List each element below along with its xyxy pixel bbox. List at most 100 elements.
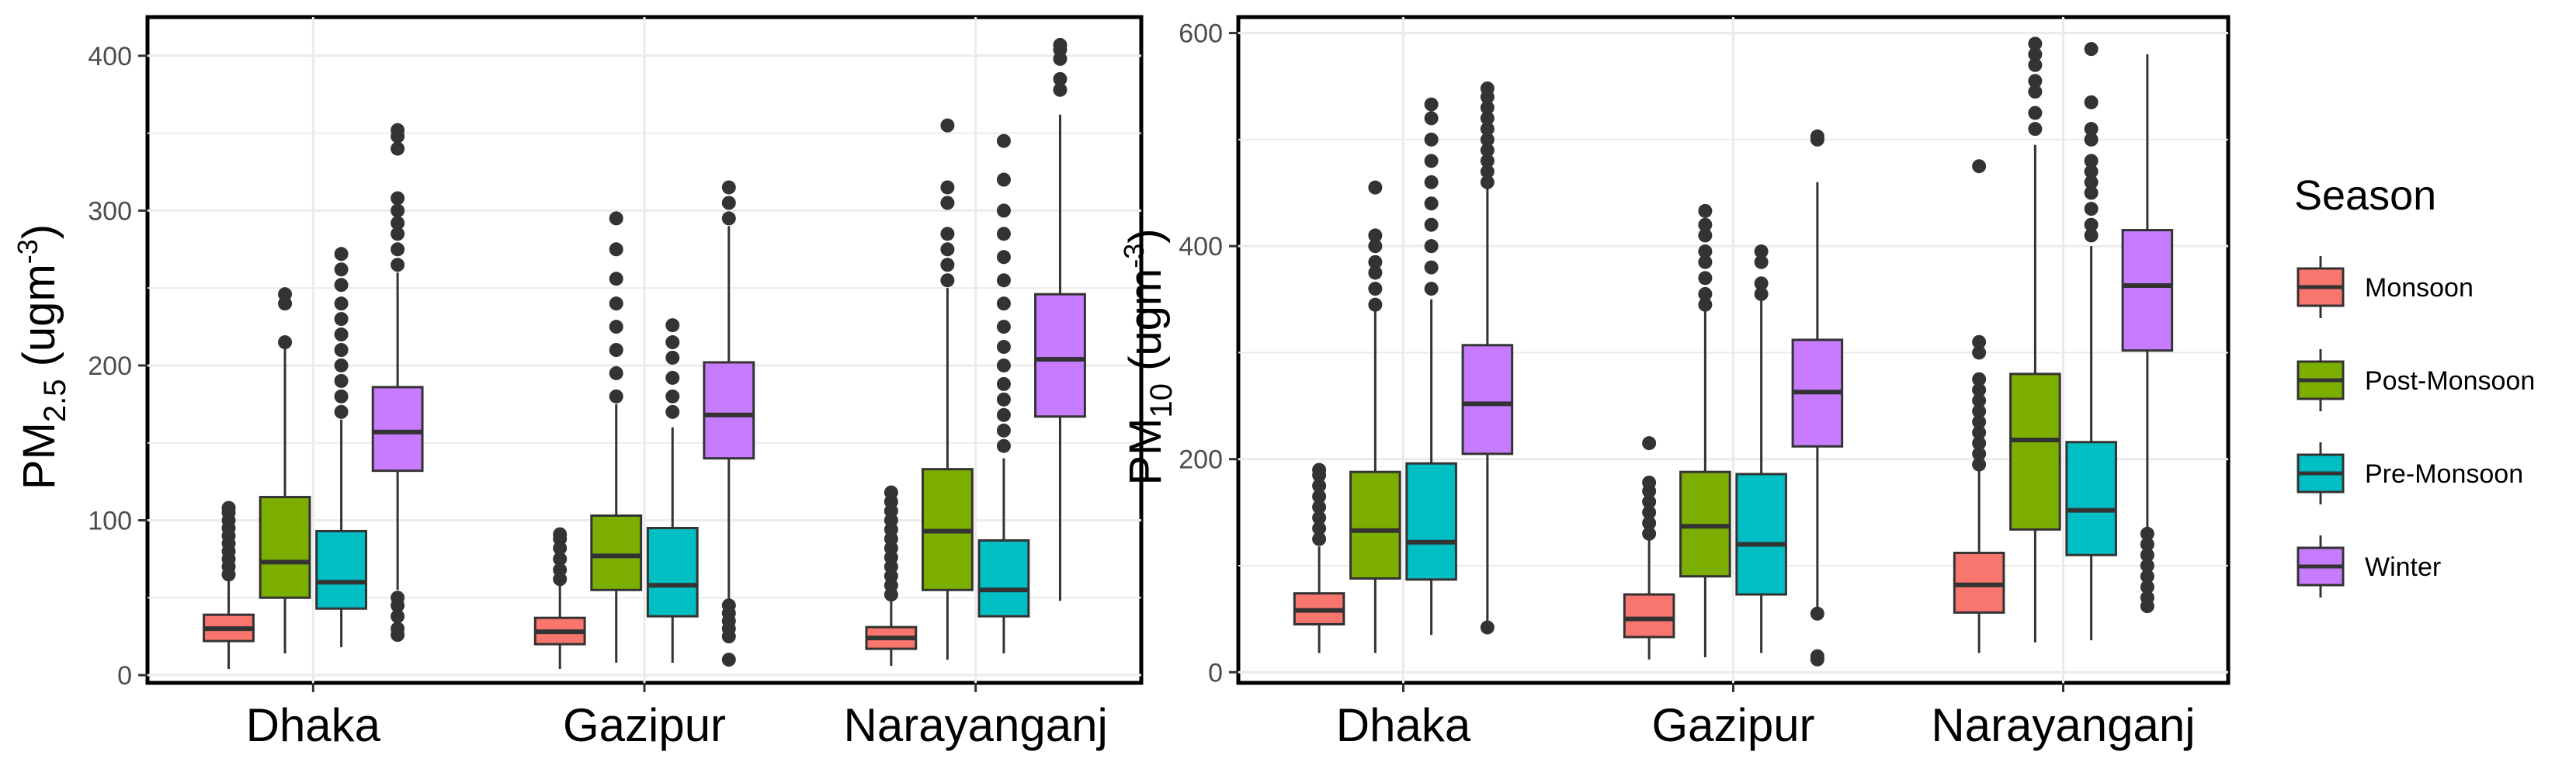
- outlier-point: [1053, 82, 1068, 97]
- y-tick-label: 600: [1179, 19, 1223, 49]
- outlier-point: [2084, 202, 2099, 216]
- outlier-point: [1424, 196, 1439, 211]
- y-tick-label: 200: [1179, 445, 1223, 475]
- outlier-point: [2084, 175, 2099, 189]
- outlier-point: [996, 133, 1011, 148]
- outlier-point: [1368, 282, 1383, 296]
- outlier-point: [1972, 457, 1987, 472]
- outlier-point: [1424, 154, 1439, 168]
- legend: Season Monsoon Post-Monsoon Pre-Monsoon Win…: [2294, 172, 2535, 598]
- outlier-point: [884, 485, 898, 500]
- box-post-monsoon-dhaka: [1349, 180, 1401, 653]
- outlier-point: [721, 653, 736, 667]
- outlier-point: [2084, 217, 2099, 232]
- outlier-point: [1698, 271, 1713, 286]
- outlier-point: [2084, 165, 2099, 179]
- box-pre-monsoon-dhaka: [315, 247, 368, 648]
- outlier-point: [334, 278, 349, 293]
- outlier-point: [609, 296, 623, 311]
- outlier-point: [609, 365, 623, 380]
- legend-label: Monsoon: [2365, 273, 2474, 303]
- outlier-point: [996, 172, 1011, 187]
- box-pre-monsoon-gazipur: [1735, 244, 1787, 653]
- y-tick-label: 0: [117, 661, 132, 691]
- outlier-point: [609, 320, 623, 334]
- box-winter-narayanganj: [1034, 37, 1086, 601]
- outlier-point: [1698, 217, 1713, 232]
- outlier-point: [1642, 526, 1657, 541]
- outlier-point: [1972, 414, 1987, 429]
- outlier-point: [1754, 244, 1769, 259]
- outlier-point: [278, 287, 293, 302]
- outlier-point: [2140, 569, 2154, 584]
- outlier-point: [1480, 132, 1495, 147]
- outlier-point: [996, 296, 1011, 311]
- outlier-point: [334, 296, 349, 311]
- box-iqr: [646, 526, 699, 618]
- outlier-point: [2140, 580, 2154, 594]
- outlier-point: [996, 227, 1011, 241]
- outlier-point: [1480, 81, 1495, 95]
- outlier-point: [940, 118, 955, 133]
- outlier-point: [1480, 143, 1495, 158]
- box-iqr: [371, 386, 424, 473]
- outlier-point: [391, 242, 405, 257]
- outlier-point: [1368, 239, 1383, 254]
- y-tick-label: 300: [88, 196, 132, 226]
- box-iqr: [315, 529, 368, 610]
- outlier-point: [1424, 97, 1439, 112]
- x-tick-label: Dhaka: [246, 699, 381, 751]
- outlier-point: [665, 318, 680, 333]
- outlier-point: [2028, 85, 2043, 99]
- outlier-point: [334, 404, 349, 419]
- outlier-point: [334, 312, 349, 327]
- outlier-point: [553, 527, 568, 542]
- outlier-point: [1368, 180, 1383, 195]
- panel-pm10-boxes: [1293, 36, 2174, 667]
- box-winter-narayanganj: [2121, 54, 2174, 614]
- outlier-point: [1424, 239, 1439, 254]
- outlier-point: [2084, 154, 2099, 168]
- outlier-point: [391, 622, 405, 636]
- outlier-point: [391, 227, 405, 241]
- outlier-point: [1972, 345, 1987, 360]
- box-pre-monsoon-gazipur: [646, 318, 699, 663]
- box-post-monsoon-narayanganj: [2009, 36, 2061, 643]
- outlier-point: [940, 273, 955, 288]
- outlier-point: [334, 358, 349, 372]
- legend-label: Winter: [2365, 553, 2441, 582]
- legend-items: Monsoon Post-Monsoon Pre-Monsoon Winter: [2297, 256, 2535, 598]
- outlier-point: [721, 180, 736, 195]
- panel-pm10-x-ticks: Dhaka Gazipur Narayanganj: [1336, 683, 2196, 751]
- outlier-point: [1972, 159, 1987, 174]
- outlier-point: [996, 203, 1011, 218]
- outlier-point: [2140, 526, 2154, 541]
- legend-title: Season: [2294, 172, 2436, 219]
- outlier-point: [334, 343, 349, 357]
- outlier-point: [1480, 111, 1495, 126]
- outlier-point: [1972, 446, 1987, 461]
- outlier-point: [334, 247, 349, 262]
- outlier-point: [1972, 372, 1987, 386]
- box-iqr: [1405, 462, 1457, 581]
- box-post-monsoon-gazipur: [590, 211, 643, 663]
- outlier-point: [391, 123, 405, 137]
- y-axis-label-pm10: PM10 (ugm-3): [1118, 228, 1179, 485]
- outlier-point: [1312, 489, 1327, 504]
- outlier-point: [996, 392, 1011, 407]
- outlier-point: [940, 180, 955, 195]
- outlier-point: [996, 407, 1011, 422]
- outlier-point: [2140, 591, 2154, 605]
- outlier-point: [2084, 42, 2099, 57]
- outlier-point: [1972, 404, 1987, 418]
- outlier-point: [391, 609, 405, 624]
- legend-item-winter: Winter: [2297, 535, 2441, 598]
- outlier-point: [1424, 111, 1439, 126]
- legend-label: Post-Monsoon: [2365, 366, 2535, 396]
- outlier-point: [1368, 255, 1383, 269]
- outlier-point: [996, 273, 1011, 288]
- outlier-point: [1480, 165, 1495, 179]
- outlier-point: [1424, 175, 1439, 189]
- box-iqr: [1735, 473, 1787, 596]
